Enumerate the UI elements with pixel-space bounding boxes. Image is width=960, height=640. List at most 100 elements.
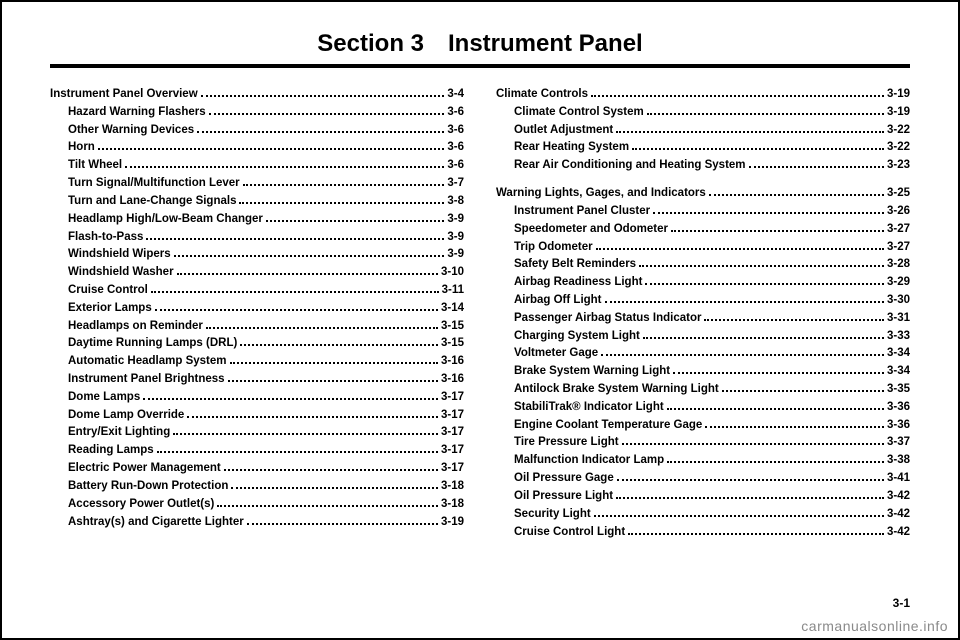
- toc-page: 3-19: [887, 104, 910, 122]
- toc-label: Warning Lights, Gages, and Indicators: [496, 185, 706, 203]
- toc-entry: Brake System Warning Light 3-34: [496, 363, 910, 381]
- toc-label: Battery Run-Down Protection: [50, 478, 228, 496]
- toc-entry: Headlamps on Reminder3-15: [50, 318, 464, 336]
- toc-page: 3-9: [447, 229, 464, 247]
- toc-label: Hazard Warning Flashers: [50, 104, 206, 122]
- toc-leader: [596, 248, 884, 250]
- toc-label: Antilock Brake System Warning Light: [496, 381, 719, 399]
- toc-page: 3-14: [441, 300, 464, 318]
- toc-page: 3-10: [441, 264, 464, 282]
- toc-entry: Tire Pressure Light3-37: [496, 434, 910, 452]
- toc-page: 3-36: [887, 417, 910, 435]
- toc-entry: Entry/Exit Lighting 3-17: [50, 424, 464, 442]
- toc-label: Trip Odometer: [496, 239, 593, 257]
- toc-page: 3-17: [441, 424, 464, 442]
- toc-page: 3-27: [887, 221, 910, 239]
- toc-entry: Outlet Adjustment3-22: [496, 122, 910, 140]
- toc-entry: Security Light3-42: [496, 506, 910, 524]
- toc-entry: Dome Lamp Override3-17: [50, 407, 464, 425]
- toc-label: Flash-to-Pass: [50, 229, 143, 247]
- toc-label: Passenger Airbag Status Indicator: [496, 310, 701, 328]
- toc-leader: [173, 433, 438, 435]
- toc-leader: [247, 523, 438, 525]
- toc-label: Accessory Power Outlet(s): [50, 496, 214, 514]
- toc-page: 3-27: [887, 239, 910, 257]
- toc-leader: [643, 337, 884, 339]
- toc-leader: [239, 202, 444, 204]
- toc-entry: Rear Heating System3-22: [496, 139, 910, 157]
- toc-leader: [231, 487, 438, 489]
- toc-page: 3-19: [441, 514, 464, 532]
- toc-page: 3-42: [887, 488, 910, 506]
- toc-leader: [667, 408, 884, 410]
- toc-entry: Headlamp High/Low-Beam Changer3-9: [50, 211, 464, 229]
- toc-entry: Battery Run-Down Protection3-18: [50, 478, 464, 496]
- toc-page: 3-42: [887, 506, 910, 524]
- toc-label: Safety Belt Reminders: [496, 256, 636, 274]
- toc-label: Windshield Washer: [50, 264, 174, 282]
- toc-page: 3-9: [447, 246, 464, 264]
- toc-page: 3-36: [887, 399, 910, 417]
- toc-label: Brake System Warning Light: [496, 363, 670, 381]
- toc-label: Climate Controls: [496, 86, 588, 104]
- toc-label: Turn and Lane-Change Signals: [50, 193, 236, 211]
- toc-heading: Warning Lights, Gages, and Indicators3-2…: [496, 185, 910, 203]
- toc-leader: [240, 344, 438, 346]
- toc-label: Dome Lamp Override: [50, 407, 184, 425]
- toc-label: Windshield Wipers: [50, 246, 171, 264]
- watermark: carmanualsonline.info: [801, 618, 948, 634]
- toc-entry: Automatic Headlamp System3-16: [50, 353, 464, 371]
- toc-leader: [704, 319, 884, 321]
- toc-page: 3-8: [447, 193, 464, 211]
- toc-entry: Dome Lamps3-17: [50, 389, 464, 407]
- page-number: 3-1: [893, 596, 910, 610]
- toc-label: StabiliTrak® Indicator Light: [496, 399, 664, 417]
- toc-entry: Flash-to-Pass 3-9: [50, 229, 464, 247]
- toc-entry: Engine Coolant Temperature Gage3-36: [496, 417, 910, 435]
- toc-page: 3-6: [447, 157, 464, 175]
- toc-leader: [653, 212, 884, 214]
- toc-section: Instrument Panel Overview3-4Hazard Warni…: [50, 86, 464, 531]
- toc-page: 3-38: [887, 452, 910, 470]
- toc-page: 3-33: [887, 328, 910, 346]
- toc-entry: Cruise Control3-11: [50, 282, 464, 300]
- toc-leader: [667, 461, 884, 463]
- toc-section: Climate Controls3-19Climate Control Syst…: [496, 86, 910, 175]
- toc-leader: [617, 479, 884, 481]
- toc-page: 3-34: [887, 363, 910, 381]
- toc-leader: [605, 301, 884, 303]
- toc-label: Headlamp High/Low-Beam Changer: [50, 211, 263, 229]
- toc-page: 3-26: [887, 203, 910, 221]
- toc-leader: [671, 230, 884, 232]
- toc-entry: Malfunction Indicator Lamp3-38: [496, 452, 910, 470]
- toc-page: 3-6: [447, 122, 464, 140]
- toc-leader: [209, 113, 445, 115]
- toc-entry: Airbag Off Light3-30: [496, 292, 910, 310]
- toc-leader: [174, 255, 445, 257]
- toc-entry: Windshield Washer 3-10: [50, 264, 464, 282]
- toc-leader: [187, 416, 438, 418]
- toc-leader: [243, 184, 445, 186]
- toc-page: 3-7: [447, 175, 464, 193]
- toc-label: Dome Lamps: [50, 389, 140, 407]
- toc-label: Turn Signal/Multifunction Lever: [50, 175, 240, 193]
- toc-entry: Accessory Power Outlet(s)3-18: [50, 496, 464, 514]
- toc-leader: [228, 380, 438, 382]
- toc-label: Electric Power Management: [50, 460, 221, 478]
- toc-label: Oil Pressure Gage: [496, 470, 614, 488]
- toc-label: Entry/Exit Lighting: [50, 424, 170, 442]
- toc-entry: Antilock Brake System Warning Light 3-35: [496, 381, 910, 399]
- toc-label: Reading Lamps: [50, 442, 154, 460]
- toc-leader: [705, 426, 884, 428]
- toc-label: Charging System Light: [496, 328, 640, 346]
- toc-label: Horn: [50, 139, 95, 157]
- toc-page: 3-4: [447, 86, 464, 104]
- toc-label: Tire Pressure Light: [496, 434, 619, 452]
- toc-page: 3-34: [887, 345, 910, 363]
- toc-leader: [722, 390, 884, 392]
- toc-page: 3-35: [887, 381, 910, 399]
- toc-page: 3-6: [447, 104, 464, 122]
- toc-leader: [177, 273, 438, 275]
- toc-page: 3-30: [887, 292, 910, 310]
- toc-leader: [155, 309, 438, 311]
